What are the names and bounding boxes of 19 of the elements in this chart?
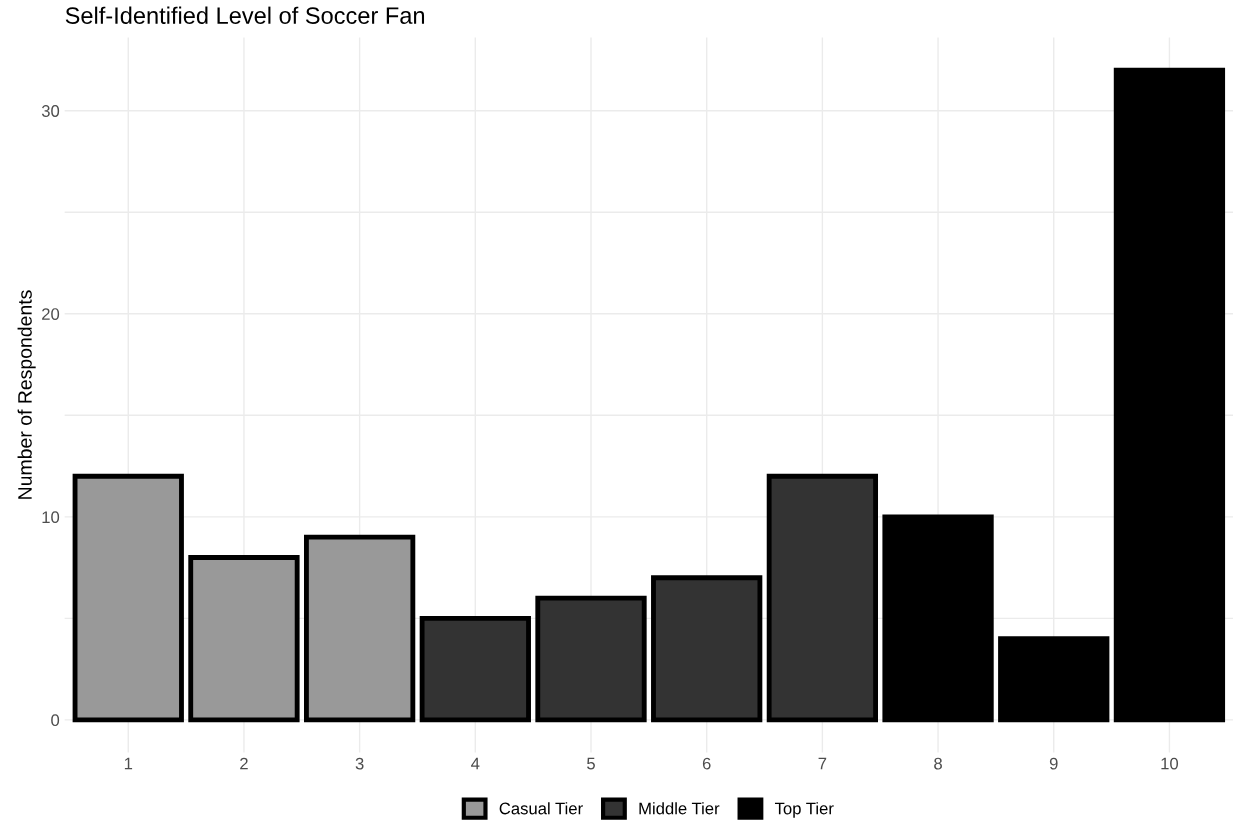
x-tick-label: 3 xyxy=(355,757,364,770)
x-tick-label: 7 xyxy=(818,757,827,770)
legend-label: Middle Tier xyxy=(639,802,720,815)
y-tick-label: 10 xyxy=(42,511,60,524)
x-tick-label: 9 xyxy=(1049,757,1058,770)
x-tick-label: 2 xyxy=(240,757,248,770)
y-tick-label: 30 xyxy=(41,105,60,117)
chart-title: Self-Identified Level of Soccer Fan xyxy=(65,6,425,24)
x-tick-label: 4 xyxy=(471,757,480,770)
x-tick-label: 8 xyxy=(934,757,942,770)
x-tick-label: 6 xyxy=(702,757,711,770)
x-tick-label: 10 xyxy=(1161,757,1179,770)
legend-label: Top Tier xyxy=(774,802,834,818)
y-tick-label: 20 xyxy=(42,308,60,320)
y-tick-label: 0 xyxy=(51,714,60,727)
y-axis-title: Number of Respondents xyxy=(17,290,36,499)
x-tick-label: 1 xyxy=(124,757,133,770)
legend-label: Casual Tier xyxy=(499,802,583,815)
x-tick-label: 5 xyxy=(587,757,595,770)
